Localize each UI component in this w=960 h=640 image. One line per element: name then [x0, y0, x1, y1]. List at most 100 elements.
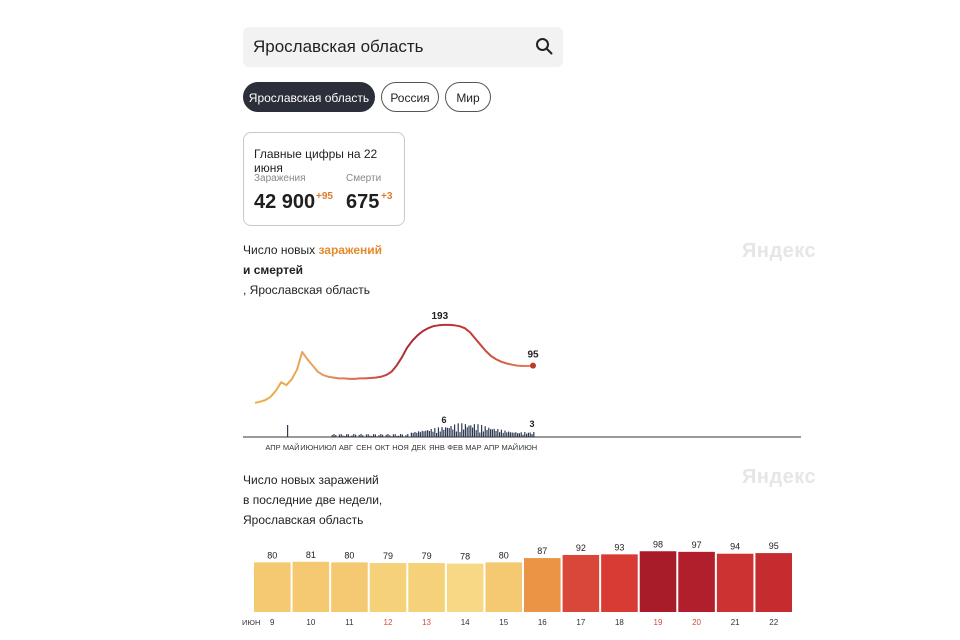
deaths-bar: [421, 430, 423, 437]
deaths-bar: [520, 432, 522, 437]
bar-category-label: 14: [461, 618, 470, 627]
bar: [331, 562, 368, 612]
deaths-bar: [405, 435, 407, 437]
deaths-last-label: 3: [529, 419, 534, 429]
deaths-bar: [392, 434, 394, 437]
deaths-bar: [362, 435, 364, 437]
deaths-bar: [365, 434, 367, 437]
deaths-bar: [416, 432, 418, 437]
deaths-label: Смерти: [346, 173, 382, 184]
deaths-bar: [450, 425, 452, 437]
deaths-bar: [529, 432, 531, 437]
search-icon[interactable]: [535, 37, 553, 55]
search-box[interactable]: Ярославская область: [243, 27, 563, 67]
chart1-title-line3: , Ярославская область: [243, 283, 371, 297]
chart2-title-line1: Число новых заражений: [243, 473, 379, 487]
deaths-bar: [488, 427, 490, 437]
deaths-bar: [452, 429, 454, 437]
deaths-bar: [347, 434, 349, 437]
tab-russia[interactable]: Россия: [381, 82, 439, 112]
deaths-bar: [493, 428, 495, 437]
bar-category-label: 19: [654, 618, 663, 627]
chart2-title-line3: Ярославская область: [243, 513, 364, 527]
tab-world[interactable]: Мир: [445, 82, 491, 112]
bar-category-label: 10: [306, 618, 315, 627]
bar: [639, 551, 677, 612]
infections-label: Заражения: [254, 173, 306, 184]
chart1-x-tick: ИЮН: [519, 443, 537, 452]
deaths-bar: [486, 429, 488, 437]
chart1-x-tick: НОЯ: [392, 443, 409, 452]
deaths-bar: [338, 434, 340, 437]
bar-value-label: 95: [769, 541, 779, 551]
deaths-bar: [472, 427, 474, 437]
deaths-bar: [477, 424, 479, 437]
chart1-x-tick: МАЙ: [283, 443, 300, 452]
bar: [562, 554, 600, 612]
deaths-bar: [407, 434, 409, 437]
search-input[interactable]: Ярославская область: [253, 37, 424, 56]
bar-value-label: 97: [692, 540, 702, 550]
deaths-bar: [441, 427, 443, 437]
deaths-bar: [400, 434, 402, 437]
chart1-x-tick: ЯНВ: [429, 443, 445, 452]
chart1-title-part1: Число новых: [243, 243, 319, 257]
deaths-bar: [473, 424, 475, 437]
deaths-bar: [371, 435, 373, 437]
chart1-x-tick: СЕН: [356, 443, 372, 452]
chart1-x-tick: ИЮН: [300, 443, 318, 452]
bar-value-label: 94: [730, 542, 740, 552]
deaths-bar: [509, 432, 511, 437]
deaths-bar: [468, 425, 470, 437]
chart1-x-tick: АВГ: [339, 443, 353, 452]
deaths-bar: [355, 434, 357, 437]
chart1-x-tick: МАР: [465, 443, 481, 452]
bar: [524, 558, 561, 612]
bar: [369, 563, 407, 612]
bar-value-label: 80: [344, 550, 354, 560]
deaths-bar: [430, 429, 432, 437]
chart2-title: Число новых заражений в последние две не…: [243, 470, 382, 530]
deaths-bar: [448, 428, 450, 437]
deaths-bar: [527, 432, 529, 437]
bar-category-label: 22: [769, 618, 778, 627]
chart1-x-tick: АПР: [265, 443, 280, 452]
bar-value-label: 79: [422, 551, 432, 561]
month-label: ИЮН: [242, 618, 260, 627]
deaths-bar: [508, 431, 510, 437]
deaths-bar: [524, 432, 526, 437]
deaths-bar: [427, 430, 429, 437]
tab-yaroslavl[interactable]: Ярославская область: [243, 82, 375, 112]
deaths-bar: [340, 434, 342, 437]
infections-line: [254, 323, 534, 404]
infections-end-point: [530, 362, 536, 369]
deaths-bar: [531, 434, 533, 437]
bar: [446, 563, 484, 612]
summary-title: Главные цифры на 22 июня: [254, 147, 378, 175]
yandex-watermark-2: Яндекс: [742, 466, 817, 488]
deaths-bar: [533, 432, 535, 437]
bar: [601, 554, 638, 612]
deaths-bar: [439, 431, 441, 437]
deaths-bar: [526, 433, 528, 437]
deaths-bar: [382, 434, 384, 437]
bar: [292, 561, 330, 612]
deaths-bar: [333, 434, 335, 437]
bar-category-label: 11: [345, 618, 354, 627]
deaths-bar: [481, 424, 483, 437]
infections-last-label: 95: [527, 350, 539, 361]
deaths-bar: [360, 434, 362, 437]
deaths-bar: [491, 429, 493, 437]
deaths-bar: [470, 425, 472, 437]
bar-category-label: 17: [576, 618, 585, 627]
deaths-bar: [499, 432, 501, 437]
deaths-bar: [504, 430, 506, 437]
deaths-bar: [497, 429, 499, 437]
deaths-bar: [511, 432, 513, 437]
chart1-title: Число новых заражений и смертей , Яросла…: [243, 240, 382, 300]
deaths-bar: [335, 435, 337, 437]
deaths-bar: [455, 431, 457, 437]
bar-category-label: 16: [538, 618, 547, 627]
deaths-bar: [369, 435, 371, 437]
